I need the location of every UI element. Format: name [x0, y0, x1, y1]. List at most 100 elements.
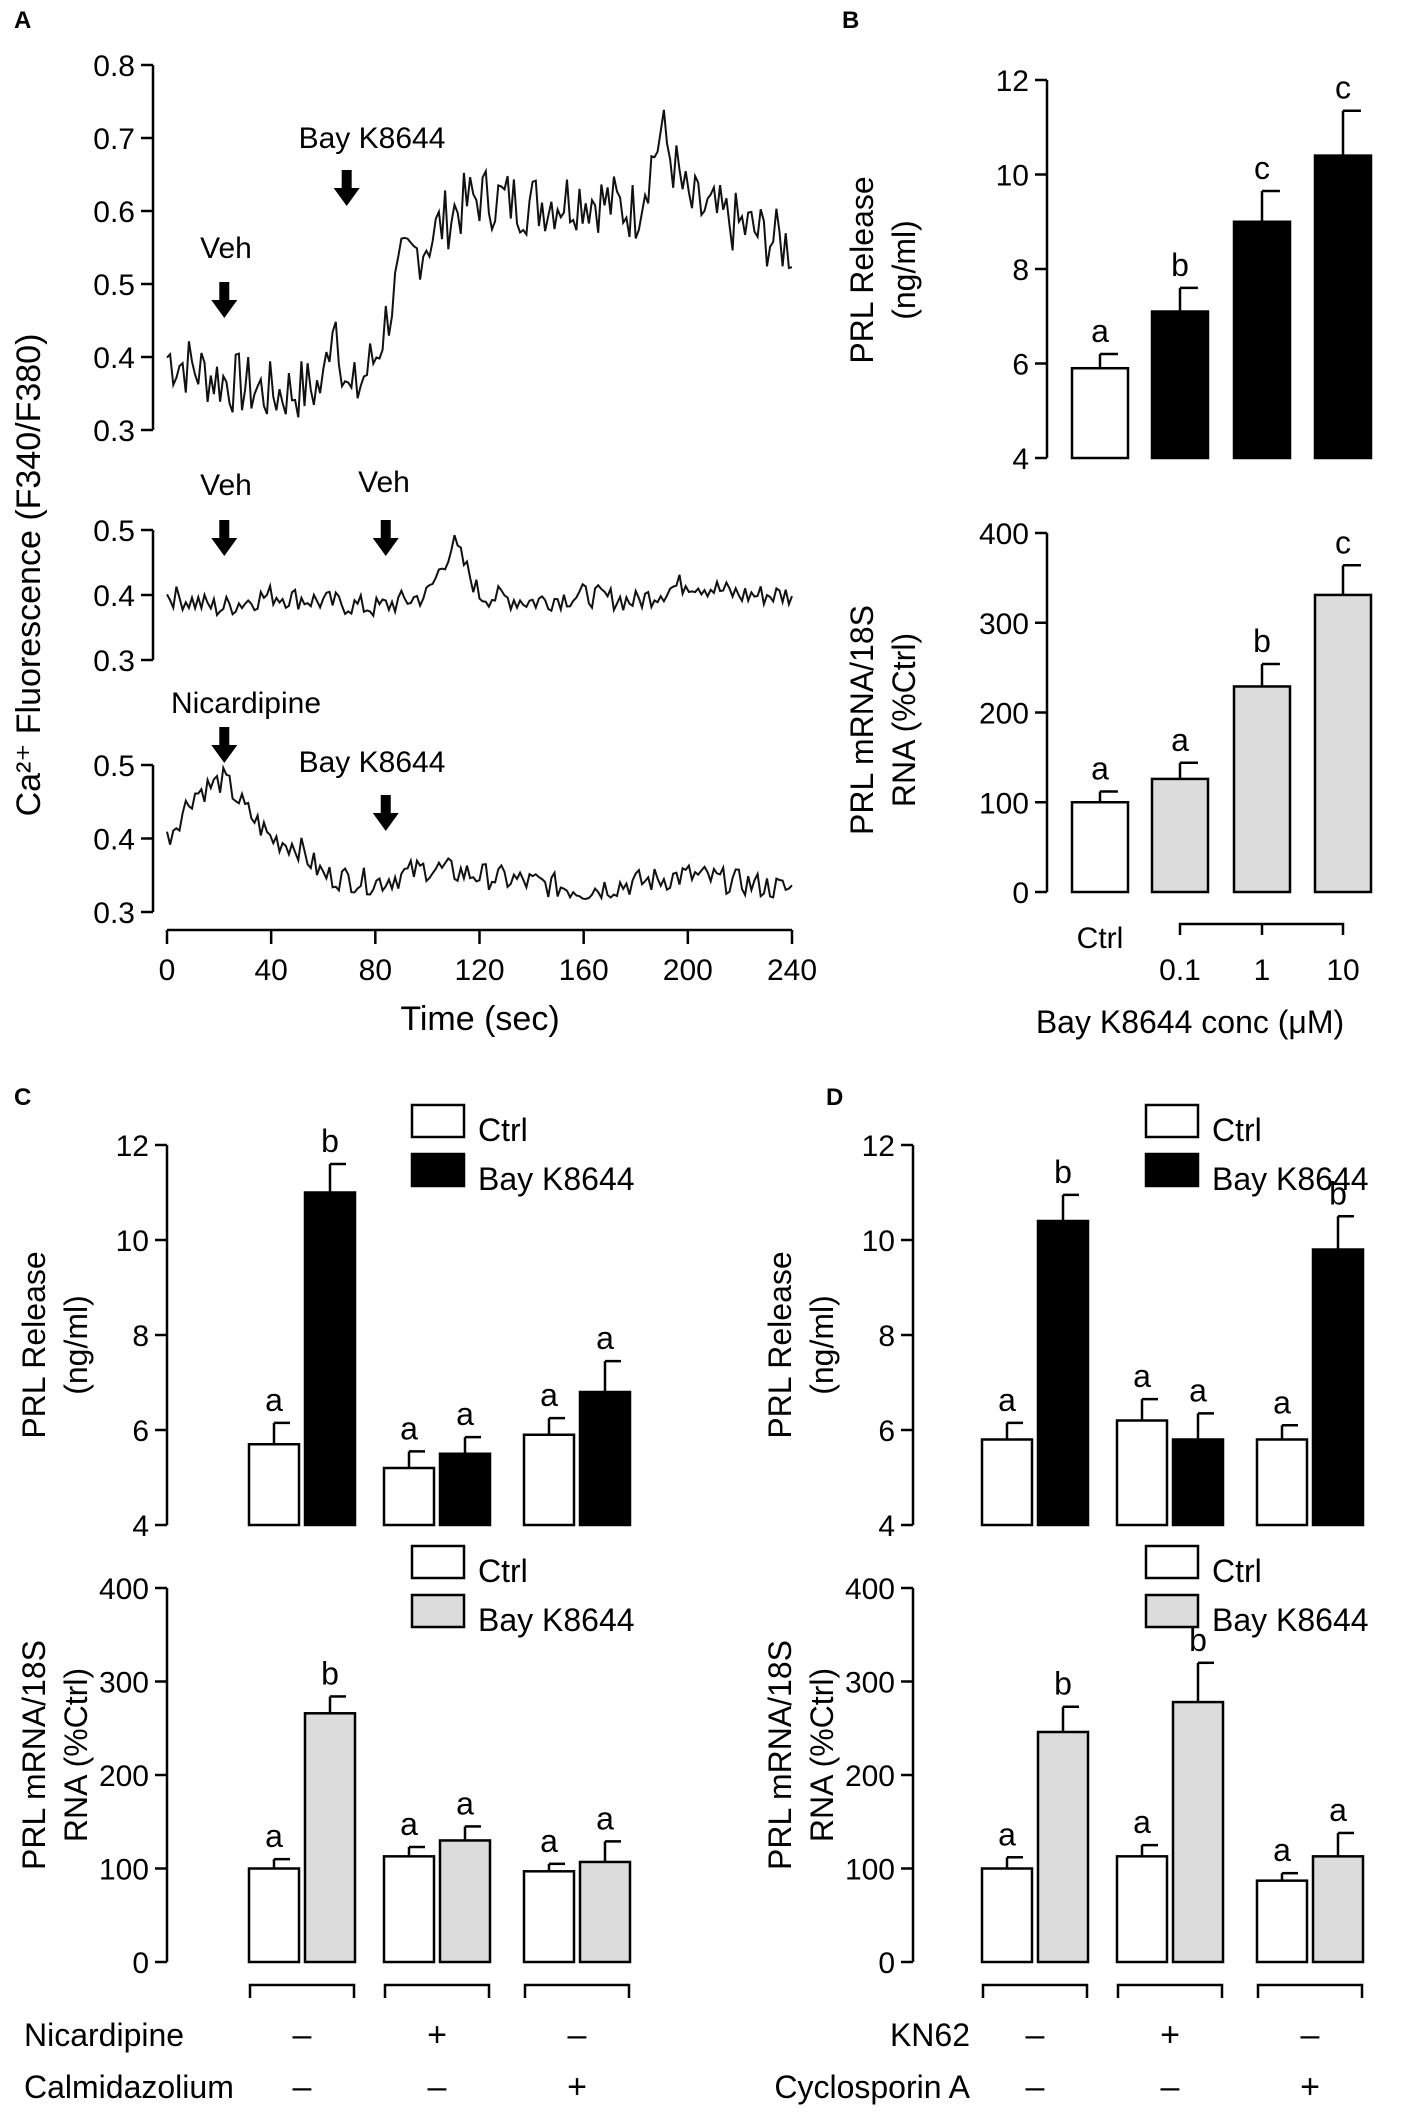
- panel-d-bottom-y-tick-label-1: 100: [845, 1854, 895, 1887]
- panel-d-group-bracket-1: [1116, 1983, 1224, 1998]
- panel-d-top-y-tick-label-2: 8: [878, 1320, 895, 1353]
- panel-c-bottom-g0-s0-letter: a: [265, 1818, 283, 1854]
- panel-a-trace-0-line: [166, 109, 793, 418]
- panel-c-top-y-tick-label-1: 6: [132, 1415, 149, 1448]
- panel-b-bottom-2-bar: [1232, 685, 1292, 894]
- panel-c-sign-r1-g1: –: [293, 2016, 312, 2054]
- panel-d-bottom-y-tick-label-2: 200: [845, 1760, 895, 1793]
- panel-b-top-y-tick-label-0: 4: [1012, 443, 1029, 476]
- panel-b-bottom-ylabel-1: PRL mRNA/18S: [844, 605, 880, 835]
- panel-a-xlabel: Time (sec): [400, 1000, 559, 1038]
- panel-b-category-ctrl: Ctrl: [1077, 922, 1124, 955]
- panel-d-top-g1-s1-letter: a: [1189, 1372, 1207, 1408]
- panel-c-bottom-ylabel-1: PRL mRNA/18S: [16, 1640, 52, 1870]
- panel-c-top-ylabel-1: PRL Release: [16, 1251, 52, 1438]
- panel-d-bottom-legend-swatch-ctrl: [1144, 1544, 1200, 1580]
- panel-b-bottom-y-tick-label-0: 0: [1012, 877, 1029, 910]
- panel-d-bottom-g2-s1-bar: [1311, 1855, 1365, 1964]
- panel-b-top-1-bar: [1150, 310, 1210, 460]
- panel-a-trace-0-arrow-0: [211, 282, 238, 318]
- panel-d-bottom-g2-s1-letter: a: [1329, 1792, 1347, 1828]
- panel-c-sign-r2-g2: –: [428, 2068, 447, 2106]
- panel-c-top-g0-s1-letter: b: [321, 1123, 339, 1159]
- panel-a-arrow-label-nicardipine: Nicardipine: [171, 687, 321, 720]
- panel-c-top-g2-s0-letter: a: [540, 1377, 558, 1413]
- panel-d-top-g0-s0-letter: a: [998, 1382, 1016, 1418]
- panel-c-legend-bottom-bay: Bay K8644: [478, 1602, 635, 1638]
- panel-b-bottom-y-tick-label-4: 400: [979, 518, 1029, 551]
- panel-a-trace-0-y-tick-label-4: 0.7: [93, 123, 135, 156]
- panel-b-top-2-letter: c: [1254, 150, 1270, 186]
- panel-d-top-g0-s1-bar: [1036, 1219, 1090, 1527]
- panel-b-top-1-letter: b: [1171, 247, 1189, 283]
- panel-d-bottom-g0-s0-letter: a: [998, 1816, 1016, 1852]
- panel-c-bottom-g0-s1-letter: b: [321, 1655, 339, 1691]
- panel-b-bottom-plot: 0 100 200 300 400 a a b c: [979, 518, 1373, 935]
- panel-c-group-bracket-2: [523, 1983, 631, 1998]
- panel-a-x-tick-label-4: 160: [559, 954, 609, 987]
- panel-c-top-y-tick-label-3: 10: [116, 1225, 149, 1258]
- panel-c-sign-r1-g3: –: [568, 2016, 587, 2054]
- panel-c-top-g1-s1-letter: a: [456, 1396, 474, 1432]
- panel-d-group-bracket-0: [981, 1983, 1089, 1998]
- panel-a-trace-1-arrow-1: [372, 520, 399, 556]
- panel-d-bottom-g1-s0-bar: [1115, 1855, 1169, 1964]
- panel-d-legend-top-ctrl: Ctrl: [1212, 1112, 1262, 1148]
- panel-a-trace-1-y-tick-label-0: 0.3: [93, 645, 135, 678]
- panel-c-top-g2-s0-bar: [522, 1433, 576, 1527]
- panel-d-top-y-tick-label-3: 10: [862, 1225, 895, 1258]
- panel-a-trace-0-arrow-1: [333, 170, 360, 206]
- panel-a-trace-2-y-tick-label-2: 0.5: [93, 750, 135, 783]
- panel-c-top-g0-s0-bar: [247, 1443, 301, 1527]
- panel-c-bottom-y-tick-label-3: 300: [99, 1667, 149, 1700]
- panel-c-bottom-g0-s0-bar: [247, 1867, 301, 1964]
- panel-d-bottom-g0-s1-letter: b: [1054, 1666, 1072, 1702]
- panel-a-letter: A: [14, 7, 31, 34]
- panel-c-bottom-y-tick-label-4: 400: [99, 1573, 149, 1606]
- panel-d-legend-bottom-bay: Bay K8644: [1212, 1602, 1369, 1638]
- panel-d-sign-r1-g1: –: [1026, 2016, 1045, 2054]
- panel-b-bottom-2-letter: b: [1253, 623, 1271, 659]
- panel-a-trace-0-y-tick-label-2: 0.5: [93, 269, 135, 302]
- panel-d-bottom-y-tick-label-4: 400: [845, 1573, 895, 1606]
- panel-d-top-y-tick-label-0: 4: [878, 1510, 895, 1543]
- panel-b-top-y-tick-label-1: 6: [1012, 349, 1029, 382]
- panel-b-category-1: 1: [1254, 954, 1271, 987]
- panel-d-top-g2-s1-bar: [1311, 1248, 1365, 1527]
- panel-c-bottom-legend-swatch-ctrl: [410, 1544, 466, 1580]
- panel-a-x-tick-label-6: 240: [767, 954, 817, 987]
- panel-c-bottom-g2-s0-letter: a: [540, 1823, 558, 1859]
- panel-d-top-legend-swatch-bay: [1144, 1152, 1200, 1188]
- panel-d-bottom-g0-s1-bar: [1036, 1730, 1090, 1964]
- panel-a-arrow-label-veh-3: Veh: [358, 466, 410, 499]
- panel-d-top-ylabel-2: (ng/ml): [804, 1295, 840, 1395]
- panel-a-trace-2-y-tick-label-1: 0.4: [93, 824, 135, 857]
- panel-d-legend-top-bay: Bay K8644: [1212, 1161, 1369, 1197]
- panel-d-group-bracket-2: [1256, 1983, 1364, 1998]
- panel-a-trace-2-line: [166, 764, 793, 901]
- panel-d-top-plot: 4 6 8 10 12 a a a b a b: [862, 1103, 1365, 1543]
- panel-b-top-3-bar: [1313, 154, 1373, 460]
- panel-d-bottom-y-tick-label-0: 0: [878, 1947, 895, 1980]
- panel-c-bottom-g1-s1-letter: a: [456, 1785, 474, 1821]
- panel-c-bottom-y-tick-label-0: 0: [132, 1947, 149, 1980]
- panel-d-top-g2-s0-bar: [1255, 1438, 1309, 1527]
- panel-c-top-legend-swatch-bay: [410, 1152, 466, 1188]
- panel-d-top-y-tick-label-4: 12: [862, 1130, 895, 1163]
- panel-a-arrow-label-bay-2: Bay K8644: [299, 746, 446, 779]
- panel-d-sign-r1-g2: +: [1160, 2016, 1180, 2054]
- panel-c-sign-r2-g1: –: [293, 2068, 312, 2106]
- panel-a-trace-2-arrow-1: [372, 795, 399, 831]
- panel-a-x-tick-label-1: 40: [254, 954, 287, 987]
- panel-d-sign-r2-g3: +: [1300, 2068, 1320, 2106]
- panel-d-sign-r1-g3: –: [1301, 2016, 1320, 2054]
- panel-b-top-y-tick-label-4: 12: [996, 65, 1029, 98]
- panel-c-group-bracket-1: [383, 1983, 491, 1998]
- panel-d-top-y-tick-label-1: 6: [878, 1415, 895, 1448]
- panel-c-bottom-y-tick-label-2: 200: [99, 1760, 149, 1793]
- panel-d-top-g1-s0-letter: a: [1133, 1358, 1151, 1394]
- panel-b-bottom-1-bar: [1150, 777, 1210, 894]
- panel-b-category-0-1: 0.1: [1159, 954, 1201, 987]
- panel-b-bottom-y-tick-label-1: 100: [979, 787, 1029, 820]
- panel-a-x-tick-label-3: 120: [454, 954, 504, 987]
